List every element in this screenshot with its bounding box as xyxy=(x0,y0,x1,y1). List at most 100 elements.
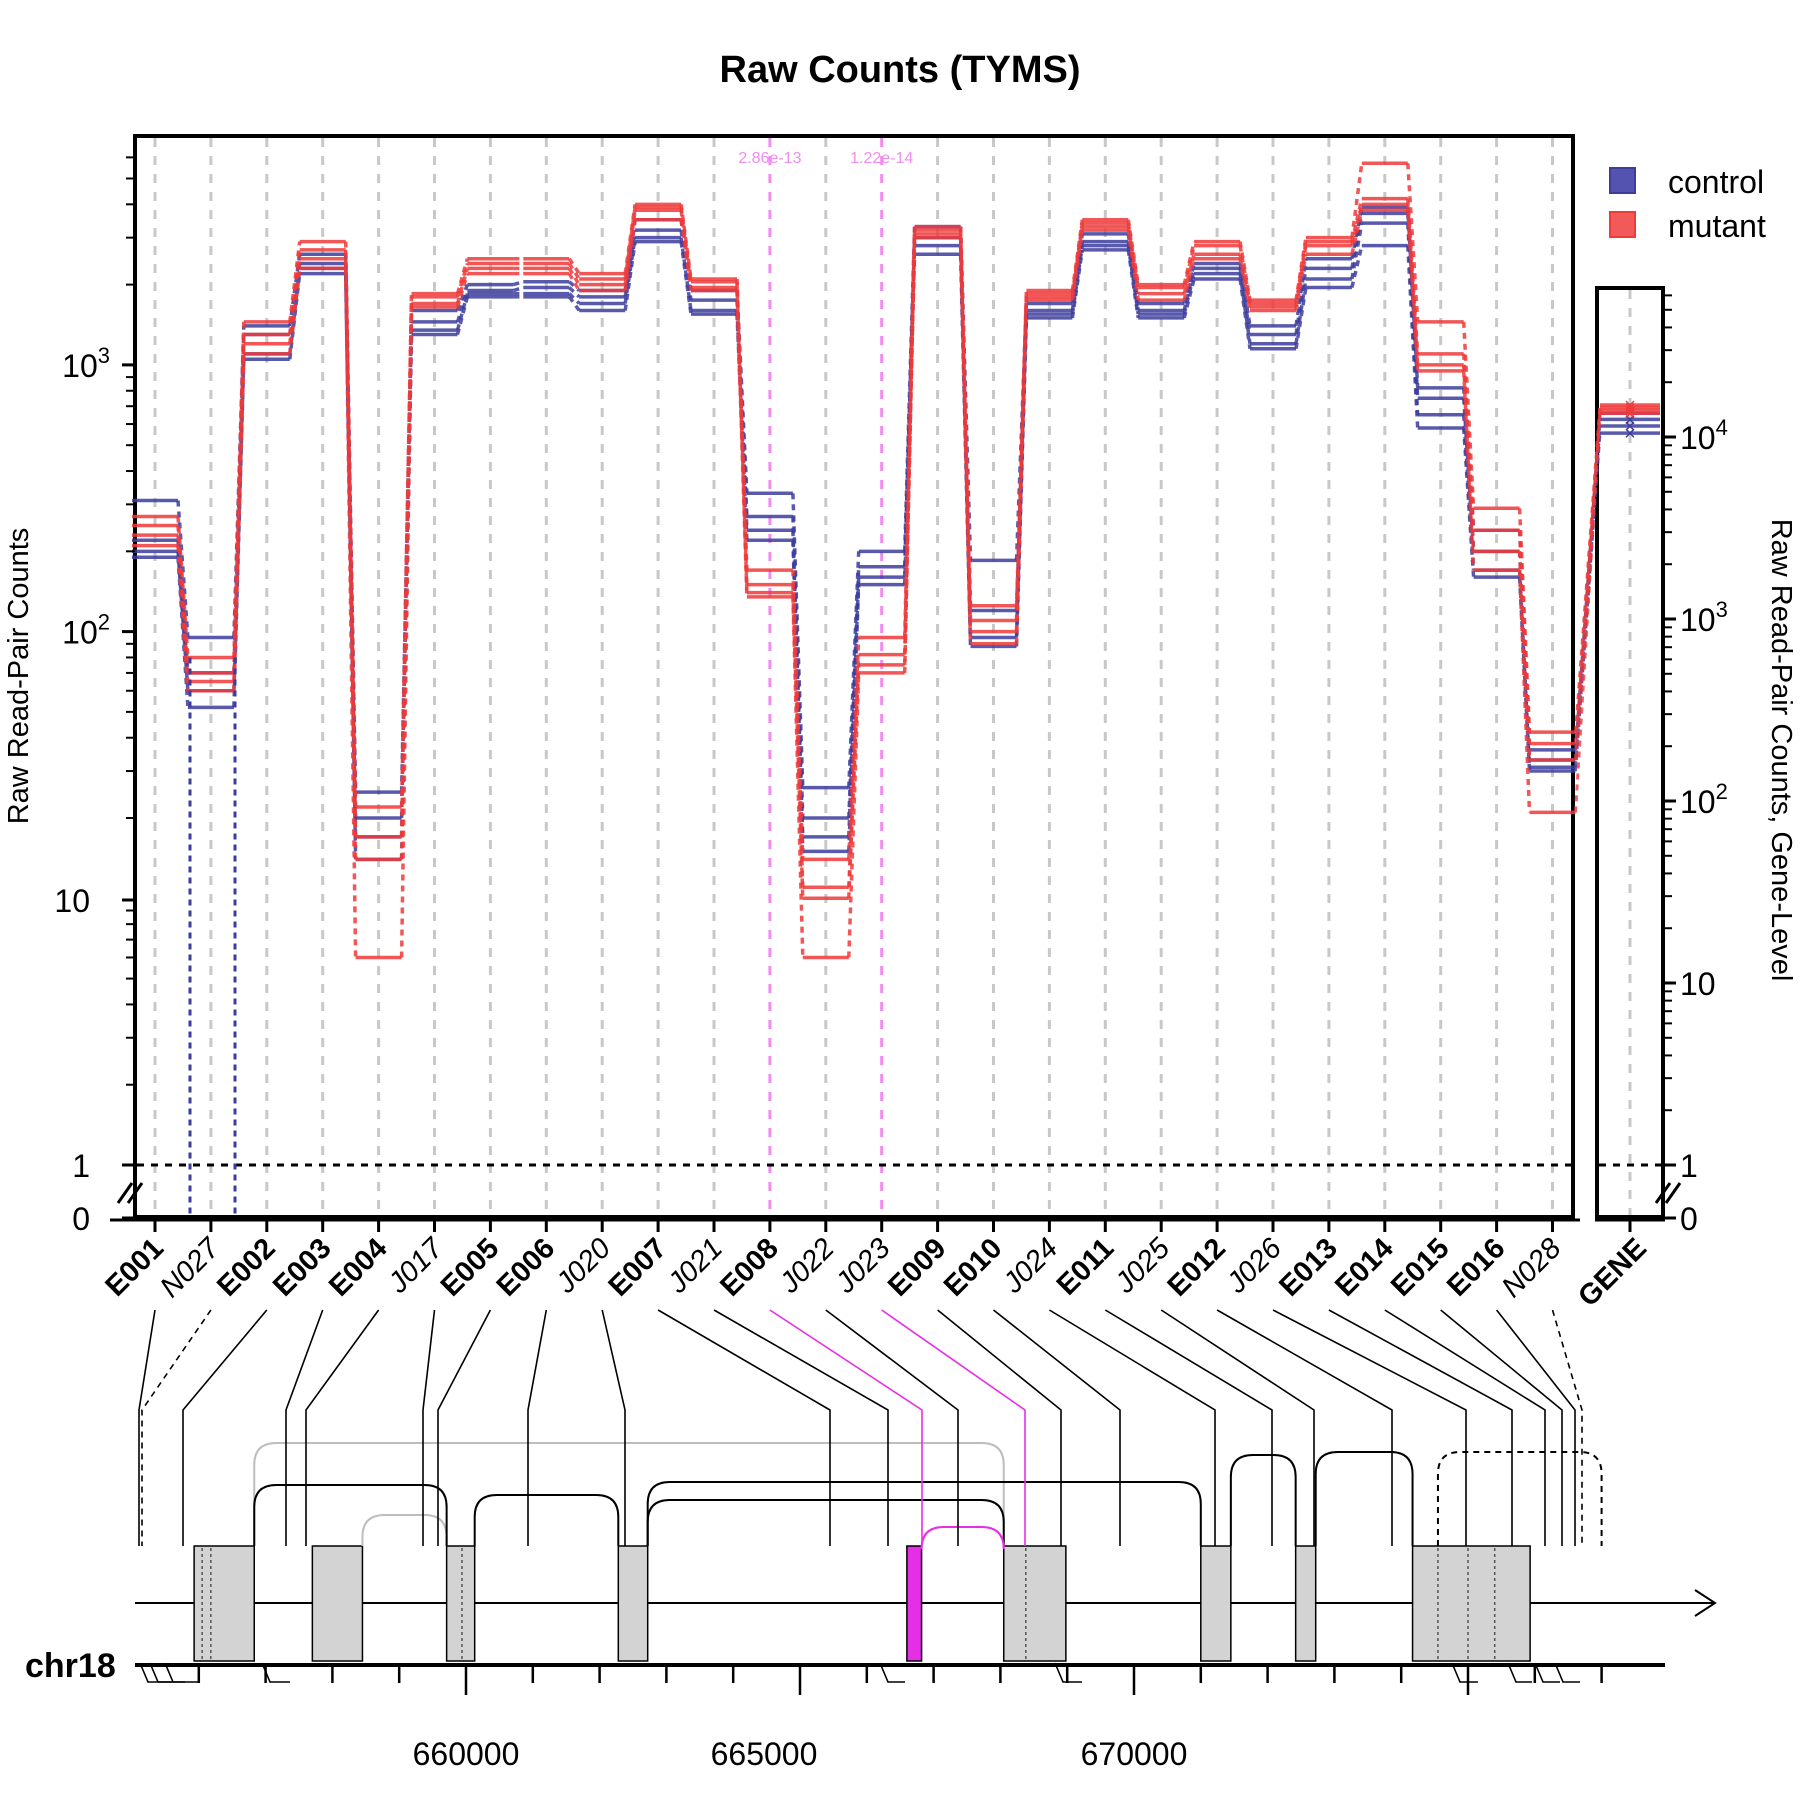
feature-connector-J025 xyxy=(1160,1309,1315,1546)
data-connector-mutant xyxy=(1350,163,1364,238)
feature-connector-J017 xyxy=(422,1309,436,1546)
gene-connector-mutant xyxy=(1574,410,1602,761)
data-connector-control xyxy=(1350,245,1364,288)
x-tick-label-E001: E001 xyxy=(99,1232,170,1303)
y-tick-label-right: 0 xyxy=(1680,1201,1698,1237)
x-tick-label-E012: E012 xyxy=(1162,1232,1233,1303)
feature-connector-E002 xyxy=(182,1309,268,1546)
data-connector-mutant xyxy=(567,267,581,286)
x-tick-label-J022: J022 xyxy=(773,1232,841,1300)
data-connector-mutant xyxy=(343,249,358,837)
gene-level-marker-mutant: × xyxy=(1624,403,1636,425)
feature-connector-J026 xyxy=(1272,1309,1467,1546)
y-axis-label: Raw Read-Pair Counts xyxy=(3,528,35,825)
exon-tick-mark xyxy=(1054,1662,1082,1683)
x-tick-label-gene: GENE xyxy=(1572,1232,1653,1313)
junction-arc xyxy=(1436,1451,1603,1546)
data-connector-mutant xyxy=(1517,570,1532,813)
data-connector-mutant xyxy=(679,219,693,291)
pvalue-label: 1.22e-14 xyxy=(850,150,913,167)
data-connector-mutant xyxy=(1461,370,1476,571)
y-tick-label: 102 xyxy=(62,610,110,651)
feature-connector-N028 xyxy=(1551,1309,1583,1546)
feature-connector-E001 xyxy=(138,1309,156,1546)
feature-connector-E013 xyxy=(1328,1309,1513,1546)
feature-connector-E015 xyxy=(1440,1309,1563,1546)
x-tick-label-E004: E004 xyxy=(323,1232,394,1303)
gene-connector-mutant xyxy=(1574,413,1602,813)
exon-box xyxy=(311,1545,364,1662)
x-tick-label-E011: E011 xyxy=(1051,1232,1120,1301)
legend-swatch-control xyxy=(1609,167,1636,194)
data-connector-mutant xyxy=(399,306,414,958)
data-connector-mutant xyxy=(1406,163,1420,322)
feature-connector-J023 xyxy=(881,1309,1026,1546)
data-connector-mutant xyxy=(1294,253,1308,311)
data-connector-mutant xyxy=(958,233,973,632)
data-connector-control xyxy=(567,295,581,312)
genome-tick-label-670000: 670000 xyxy=(1081,1736,1188,1772)
x-tick-label-E015: E015 xyxy=(1385,1232,1456,1303)
x-tick-label-E008: E008 xyxy=(714,1232,785,1303)
data-connector-mutant xyxy=(958,237,973,644)
axis-break-mark xyxy=(116,1182,134,1204)
gene-panel-frame xyxy=(1595,286,1665,1219)
x-tick-label-J026: J026 xyxy=(1220,1232,1288,1300)
data-connector-mutant xyxy=(343,268,358,958)
feature-connector-E007 xyxy=(657,1309,831,1546)
feature-connector-E005 xyxy=(437,1309,492,1546)
exon-tick-mark xyxy=(879,1662,905,1683)
y-tick-label-right: 102 xyxy=(1680,779,1728,820)
x-tick-label-N028: N028 xyxy=(1496,1232,1568,1304)
data-connector-mutant xyxy=(176,545,190,691)
junction-arc xyxy=(253,1484,448,1546)
data-connector-mutant xyxy=(623,210,637,285)
data-connector-control xyxy=(1406,245,1420,429)
data-connector-control xyxy=(1350,213,1364,269)
exon-tick-mark xyxy=(1451,1662,1478,1683)
exon-box xyxy=(1200,1545,1232,1662)
legend-label-control: control xyxy=(1668,164,1764,200)
exon-box xyxy=(1294,1545,1317,1662)
x-tick-label-J017: J017 xyxy=(382,1231,451,1300)
data-connector-mutant xyxy=(567,272,581,292)
data-connector-control xyxy=(847,584,861,852)
data-connector-mutant xyxy=(1070,229,1085,301)
y-tick-label: 0 xyxy=(72,1201,90,1237)
data-connector-control xyxy=(623,241,637,311)
data-connector-control xyxy=(623,237,637,304)
data-connector-mutant xyxy=(1014,300,1029,644)
data-connector-control xyxy=(1182,278,1196,319)
data-connector-control xyxy=(1126,249,1140,319)
data-connector-mutant xyxy=(1406,210,1420,371)
data-connector-control xyxy=(1182,268,1196,311)
gene-level-marker-mutant: × xyxy=(1624,400,1636,422)
exon-tick-mark xyxy=(1534,1662,1560,1683)
x-tick-label-N027: N027 xyxy=(154,1231,227,1304)
data-connector-mutant xyxy=(567,257,581,275)
data-connector-control xyxy=(1350,222,1364,280)
x-tick-label-E009: E009 xyxy=(882,1232,953,1303)
x-tick-label-E006: E006 xyxy=(491,1232,562,1303)
data-connector-mutant xyxy=(1350,209,1364,255)
y-tick-label: 103 xyxy=(62,343,110,384)
exon-box xyxy=(193,1545,255,1662)
data-connector-control xyxy=(1182,263,1196,304)
pvalue-label: 2.86e-13 xyxy=(738,150,801,167)
data-connector-mutant xyxy=(455,273,470,308)
axis-break-mark xyxy=(1654,1182,1672,1204)
y-tick-label-right: 10 xyxy=(1680,966,1716,1002)
x-tick-label-E007: E007 xyxy=(603,1232,674,1303)
junction-arc xyxy=(646,1481,1202,1546)
y-tick-label: 1 xyxy=(72,1148,90,1184)
data-connector-mutant xyxy=(1182,245,1196,288)
gene-level-marker-control: × xyxy=(1624,409,1636,431)
data-connector-mutant xyxy=(1182,253,1196,295)
x-tick-label-J023: J023 xyxy=(829,1232,897,1300)
junction-arc xyxy=(361,1514,448,1546)
data-connector-mutant xyxy=(1238,258,1252,311)
x-tick-label-J025: J025 xyxy=(1108,1232,1176,1300)
feature-connector-E006 xyxy=(527,1309,548,1546)
